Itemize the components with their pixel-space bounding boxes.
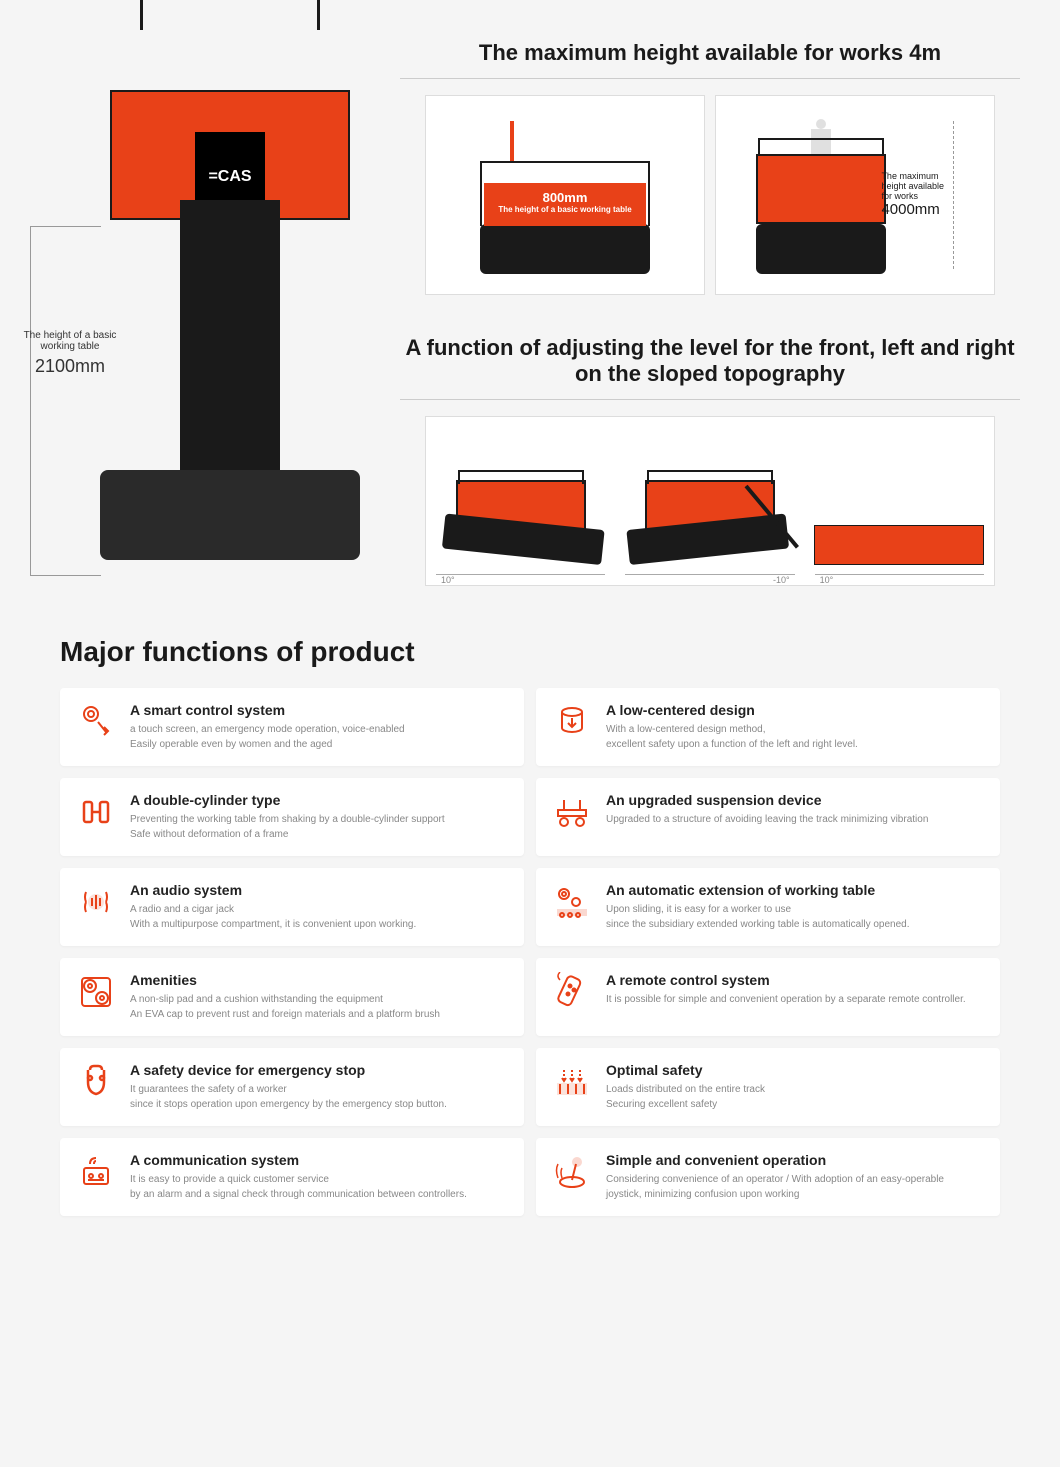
extension-icon xyxy=(552,882,592,922)
feature-text: Amenities A non-slip pad and a cushion wi… xyxy=(130,972,508,1022)
feature-description: It is possible for simple and convenient… xyxy=(606,992,984,1007)
feature-title: A low-centered design xyxy=(606,702,984,718)
feature-card: Simple and convenient operation Consideri… xyxy=(536,1138,1000,1216)
feature-title: Optimal safety xyxy=(606,1062,984,1078)
top-section: The height of a basic working table 2100… xyxy=(0,0,1060,606)
feature-card: A remote control system It is possible fo… xyxy=(536,958,1000,1036)
feature-text: Optimal safety Loads distributed on the e… xyxy=(606,1062,984,1112)
major-functions-title: Major functions of product xyxy=(0,606,1060,688)
feature-text: A remote control system It is possible fo… xyxy=(606,972,984,1022)
feature-title: An automatic extension of working table xyxy=(606,882,984,898)
feature-description: Preventing the working table from shakin… xyxy=(130,812,508,842)
diagram2-label: The maximum height available for works 4… xyxy=(881,171,944,218)
diagram1-sublabel: The height of a basic working table xyxy=(498,205,631,214)
feature-description: With a low-centered design method,excell… xyxy=(606,722,984,752)
d2-t1: The maximum xyxy=(881,171,944,181)
feature-card: A smart control system a touch screen, an… xyxy=(60,688,524,766)
feature-text: A communication system It is easy to prov… xyxy=(130,1152,508,1202)
feature-description: A non-slip pad and a cushion withstandin… xyxy=(130,992,508,1022)
feature-card: An audio system A radio and a cigar jackW… xyxy=(60,868,524,946)
height-dimension-line xyxy=(30,226,31,576)
feature-card: A safety device for emergency stop It gua… xyxy=(60,1048,524,1126)
diagram-row-1: 800mm The height of a basic working tabl… xyxy=(380,95,1040,295)
slope-angle-1: 10° xyxy=(441,575,455,585)
feature-card: A communication system It is easy to prov… xyxy=(60,1138,524,1216)
machine-track xyxy=(100,470,360,560)
feature-title: A remote control system xyxy=(606,972,984,988)
machine-photo: =CAS xyxy=(100,30,360,560)
machine-scissor xyxy=(180,200,280,480)
diagram1-label: 800mm The height of a basic working tabl… xyxy=(498,190,631,214)
feature-description: Considering convenience of an operator /… xyxy=(606,1172,984,1202)
basket-rail xyxy=(140,0,320,30)
remote-icon xyxy=(552,972,592,1012)
slope-diagram-front-up: 10° xyxy=(426,417,615,585)
d2-value: 4000mm xyxy=(881,201,944,218)
feature-card: An upgraded suspension device Upgraded to… xyxy=(536,778,1000,856)
feature-card: A double-cylinder type Preventing the wor… xyxy=(60,778,524,856)
section1-underline xyxy=(400,78,1020,79)
machine-photo-column: The height of a basic working table 2100… xyxy=(20,30,360,586)
feature-description: Upon sliding, it is easy for a worker to… xyxy=(606,902,984,932)
feature-text: An automatic extension of working table U… xyxy=(606,882,984,932)
slope-angle-3: 10° xyxy=(820,575,834,585)
feature-title: An audio system xyxy=(130,882,508,898)
feature-description: It is easy to provide a quick customer s… xyxy=(130,1172,508,1202)
slope-diagram-front-down: -10° xyxy=(615,417,804,585)
section2-underline xyxy=(400,399,1020,400)
feature-text: An audio system A radio and a cigar jackW… xyxy=(130,882,508,932)
feature-description: Loads distributed on the entire trackSec… xyxy=(606,1082,984,1112)
feature-title: Simple and convenient operation xyxy=(606,1152,984,1168)
feature-description: A radio and a cigar jackWith a multipurp… xyxy=(130,902,508,932)
feature-text: A smart control system a touch screen, an… xyxy=(130,702,508,752)
feature-description: It guarantees the safety of a workersinc… xyxy=(130,1082,508,1112)
feature-card: Optimal safety Loads distributed on the e… xyxy=(536,1048,1000,1126)
feature-card: An automatic extension of working table U… xyxy=(536,868,1000,946)
feature-title: A smart control system xyxy=(130,702,508,718)
max-height-arrow xyxy=(953,121,954,269)
feature-description: Upgraded to a structure of avoiding leav… xyxy=(606,812,984,827)
feature-text: A safety device for emergency stop It gua… xyxy=(130,1062,508,1112)
low-center-icon xyxy=(552,702,592,742)
feature-description: a touch screen, an emergency mode operat… xyxy=(130,722,508,752)
joystick-icon xyxy=(552,1152,592,1192)
d2-t3: for works xyxy=(881,191,944,201)
feature-text: A low-centered design With a low-centered… xyxy=(606,702,984,752)
feature-title: Amenities xyxy=(130,972,508,988)
feature-card: A low-centered design With a low-centered… xyxy=(536,688,1000,766)
feature-title: An upgraded suspension device xyxy=(606,792,984,808)
right-column: The maximum height available for works 4… xyxy=(380,30,1040,586)
audio-icon xyxy=(76,882,116,922)
optimal-icon xyxy=(552,1062,592,1102)
feature-card: Amenities A non-slip pad and a cushion wi… xyxy=(60,958,524,1036)
slope-diagram-side: 10° xyxy=(805,417,994,585)
feature-title: A safety device for emergency stop xyxy=(130,1062,508,1078)
slope-diagrams: 10° -10° 10° xyxy=(425,416,995,586)
diagram1-value: 800mm xyxy=(498,190,631,205)
section2-title: A function of adjusting the level for th… xyxy=(380,335,1040,387)
section1-title: The maximum height available for works 4… xyxy=(380,40,1040,66)
feature-title: A double-cylinder type xyxy=(130,792,508,808)
feature-text: An upgraded suspension device Upgraded to… xyxy=(606,792,984,842)
touch-icon xyxy=(76,702,116,742)
feature-title: A communication system xyxy=(130,1152,508,1168)
double-cyl-icon xyxy=(76,792,116,832)
diagram-max-height: The maximum height available for works 4… xyxy=(715,95,995,295)
suspension-icon xyxy=(552,792,592,832)
diagram-basic-height: 800mm The height of a basic working tabl… xyxy=(425,95,705,295)
amenities-icon xyxy=(76,972,116,1012)
d2-t2: height available xyxy=(881,181,944,191)
feature-text: Simple and convenient operation Consideri… xyxy=(606,1152,984,1202)
comm-icon xyxy=(76,1152,116,1192)
features-grid: A smart control system a touch screen, an… xyxy=(0,688,1060,1256)
slope-angle-2: -10° xyxy=(773,575,790,585)
safety-icon xyxy=(76,1062,116,1102)
feature-text: A double-cylinder type Preventing the wor… xyxy=(130,792,508,842)
